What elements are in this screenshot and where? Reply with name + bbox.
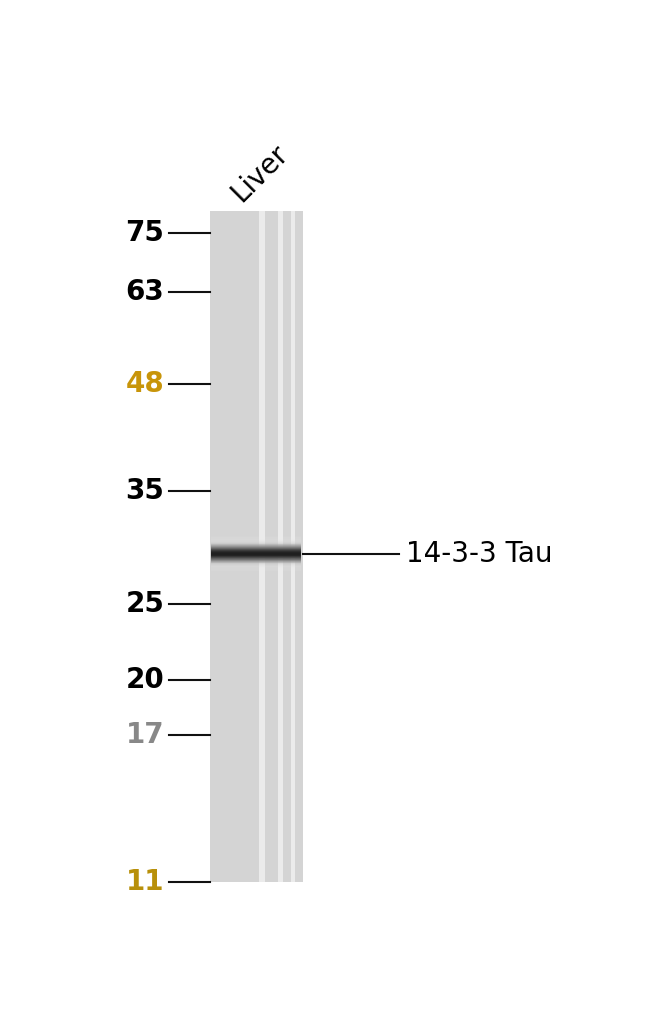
Text: 11: 11	[126, 868, 164, 895]
Bar	[211, 548, 302, 549]
Bar	[211, 566, 302, 567]
Bar	[211, 570, 302, 571]
Bar	[211, 555, 302, 556]
Bar	[211, 540, 302, 541]
Text: 63: 63	[125, 278, 164, 306]
Bar	[211, 538, 302, 540]
Bar	[211, 542, 302, 543]
Bar	[211, 560, 302, 561]
Bar	[211, 543, 302, 544]
Bar	[211, 538, 302, 539]
Bar	[211, 554, 302, 555]
Text: 48: 48	[125, 370, 164, 398]
Bar	[211, 545, 302, 546]
Bar	[211, 557, 302, 558]
Text: 14-3-3 Tau: 14-3-3 Tau	[406, 540, 552, 568]
Bar	[211, 550, 302, 552]
Bar	[259, 212, 265, 882]
Bar	[211, 553, 302, 554]
Bar	[211, 562, 302, 564]
Bar	[211, 562, 302, 563]
Bar	[211, 560, 302, 561]
Bar	[211, 551, 302, 552]
Bar	[211, 536, 302, 537]
Bar	[211, 541, 302, 542]
Bar	[211, 549, 302, 550]
Bar	[211, 569, 302, 570]
Text: 20: 20	[125, 666, 164, 694]
Bar	[211, 546, 302, 548]
Bar	[211, 543, 302, 544]
Bar	[211, 550, 302, 551]
Bar	[278, 212, 283, 882]
Bar	[211, 568, 302, 569]
Bar	[211, 569, 302, 570]
Bar	[211, 556, 302, 557]
Text: 25: 25	[125, 591, 164, 618]
Bar	[211, 561, 302, 562]
Text: 35: 35	[125, 476, 164, 504]
Bar	[211, 538, 302, 539]
Bar	[211, 555, 302, 556]
Bar	[211, 540, 302, 542]
Bar	[211, 545, 302, 547]
Bar	[211, 559, 302, 560]
Bar	[211, 559, 302, 560]
Bar	[211, 544, 302, 546]
Bar	[211, 539, 302, 540]
Bar	[210, 212, 303, 882]
Bar	[211, 550, 302, 551]
Bar	[211, 571, 302, 573]
Bar	[211, 564, 302, 565]
Bar	[211, 546, 302, 547]
Bar	[211, 563, 302, 564]
Bar	[211, 566, 302, 567]
Bar	[211, 565, 302, 567]
Bar	[211, 535, 302, 536]
Bar	[211, 569, 302, 571]
Bar	[211, 547, 302, 548]
Bar	[211, 564, 302, 566]
Bar	[211, 568, 302, 569]
Bar	[211, 554, 302, 555]
Bar	[211, 549, 302, 550]
Bar	[211, 542, 302, 543]
Bar	[211, 536, 302, 537]
Bar	[211, 558, 302, 560]
Bar	[211, 571, 302, 572]
Bar	[211, 553, 302, 554]
Bar	[211, 561, 302, 562]
Text: 75: 75	[125, 219, 164, 247]
Text: Liver: Liver	[226, 140, 293, 208]
Bar	[211, 541, 302, 542]
Bar	[291, 212, 295, 882]
Bar	[211, 567, 302, 568]
Bar	[211, 570, 302, 572]
Bar	[211, 552, 302, 553]
Bar	[211, 557, 302, 559]
Bar	[211, 551, 302, 553]
Bar	[211, 535, 302, 536]
Text: 17: 17	[125, 720, 164, 749]
Bar	[211, 539, 302, 541]
Bar	[211, 537, 302, 538]
Bar	[211, 544, 302, 545]
Bar	[211, 565, 302, 566]
Bar	[211, 562, 302, 563]
Bar	[211, 547, 302, 548]
Bar	[211, 563, 302, 565]
Bar	[211, 558, 302, 559]
Bar	[211, 537, 302, 538]
Bar	[211, 556, 302, 557]
Bar	[211, 567, 302, 568]
Bar	[211, 552, 302, 554]
Bar	[211, 556, 302, 558]
Bar	[211, 548, 302, 549]
Bar	[211, 544, 302, 545]
